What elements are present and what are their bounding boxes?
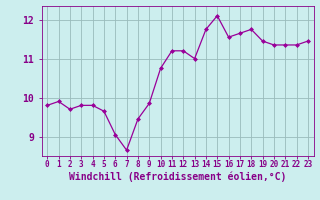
X-axis label: Windchill (Refroidissement éolien,°C): Windchill (Refroidissement éolien,°C) [69, 172, 286, 182]
